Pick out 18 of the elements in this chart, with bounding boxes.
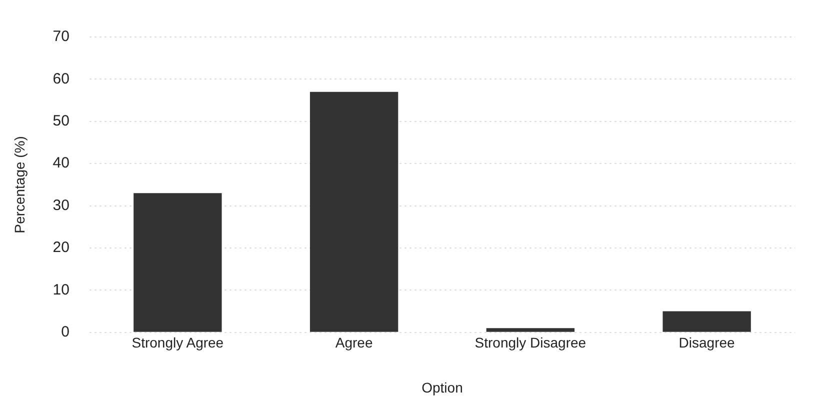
y-tick-label: 0 (61, 324, 70, 341)
x-tick-label: Agree (335, 334, 373, 351)
x-tick-label: Strongly Disagree (474, 334, 586, 351)
bar (134, 193, 222, 332)
y-tick-label: 30 (52, 196, 70, 214)
y-axis-title: Percentage (%) (11, 136, 28, 234)
bar (310, 92, 398, 332)
x-tick-label: Strongly Agree (132, 334, 224, 351)
y-tick-label: 70 (52, 28, 70, 46)
bar (662, 311, 751, 332)
y-tick-label: 60 (52, 70, 70, 88)
y-tick-label: 40 (52, 154, 70, 172)
y-tick-label: 10 (52, 281, 70, 298)
y-tick-label: 50 (52, 112, 70, 130)
y-tick-label: 20 (52, 239, 70, 256)
bar (486, 328, 575, 332)
x-axis-title: Option (422, 379, 463, 396)
x-tick-label: Disagree (678, 334, 736, 351)
